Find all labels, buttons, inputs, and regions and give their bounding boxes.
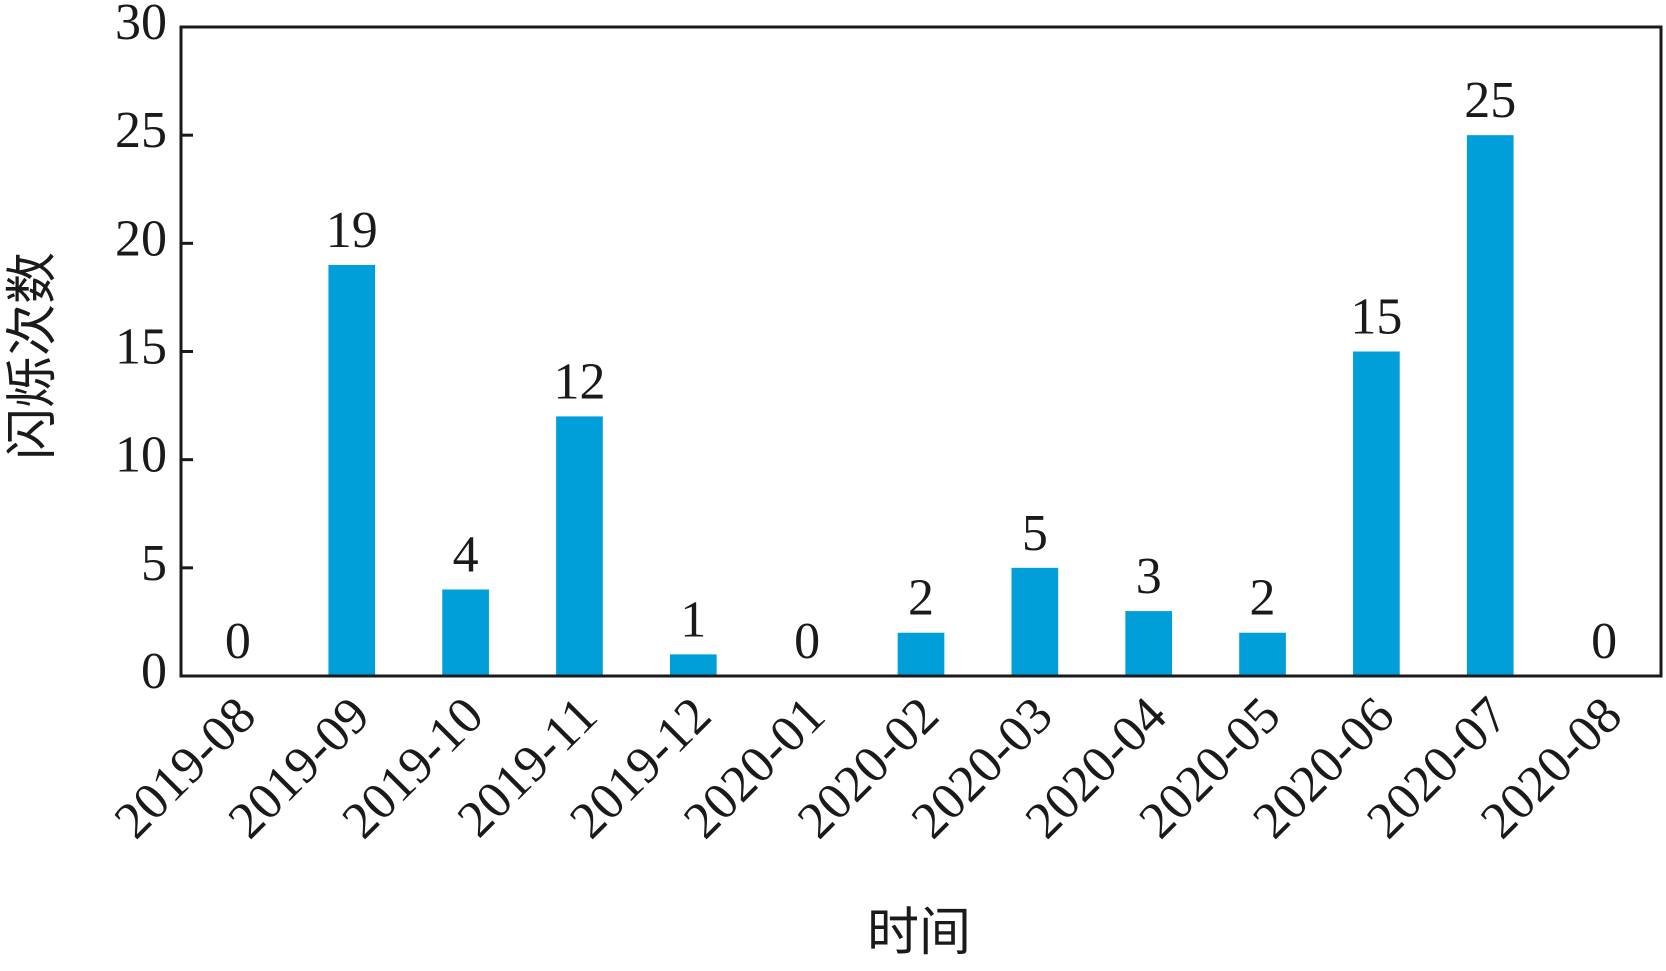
y-tick-label: 5 bbox=[141, 535, 167, 592]
data-label: 15 bbox=[1350, 288, 1402, 345]
y-tick-label: 20 bbox=[115, 210, 167, 267]
data-label: 19 bbox=[326, 202, 378, 259]
data-label: 3 bbox=[1136, 548, 1162, 605]
y-axis-title: 闪烁次数 bbox=[5, 252, 62, 460]
y-tick-label: 0 bbox=[141, 643, 167, 700]
bar bbox=[1239, 632, 1286, 676]
y-tick-label: 15 bbox=[115, 318, 167, 375]
bar bbox=[897, 632, 945, 676]
data-label: 0 bbox=[794, 613, 820, 670]
plot-frame bbox=[179, 25, 1663, 678]
data-label: 4 bbox=[453, 526, 479, 583]
y-tick-label: 30 bbox=[115, 0, 167, 51]
data-label: 1 bbox=[680, 591, 706, 648]
bar bbox=[1011, 567, 1059, 676]
bar bbox=[1466, 135, 1514, 676]
data-label: 25 bbox=[1464, 72, 1516, 129]
bar bbox=[1125, 611, 1173, 676]
bar bbox=[1353, 351, 1400, 676]
data-label: 2 bbox=[908, 570, 934, 627]
bar bbox=[669, 654, 717, 676]
y-tick-label: 25 bbox=[115, 102, 167, 159]
data-label: 2 bbox=[1250, 570, 1276, 627]
bar bbox=[442, 589, 489, 676]
data-label: 12 bbox=[553, 353, 605, 410]
data-label: 0 bbox=[225, 613, 251, 670]
bar bbox=[556, 416, 603, 676]
data-label: 0 bbox=[1591, 613, 1617, 670]
bar bbox=[328, 264, 376, 676]
data-label: 5 bbox=[1022, 505, 1048, 562]
y-tick-label: 10 bbox=[115, 427, 167, 484]
x-axis-title: 时间 bbox=[867, 905, 971, 962]
